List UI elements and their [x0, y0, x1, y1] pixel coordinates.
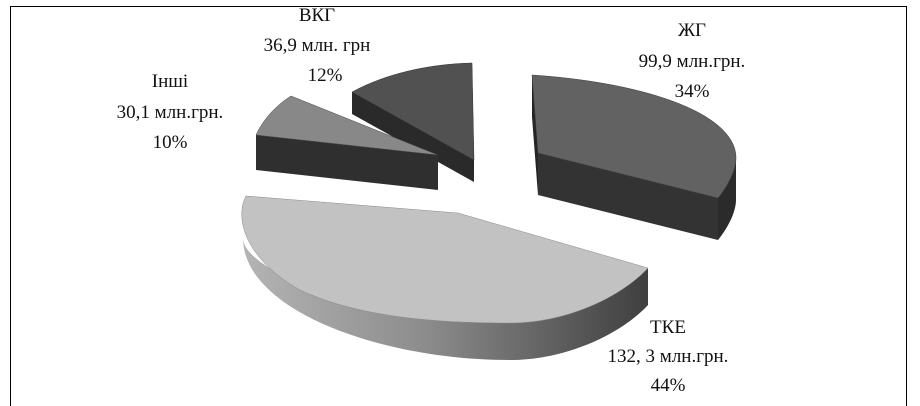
slice-vkg: [351, 62, 475, 182]
label-zhg-value: 99,9 млн.грн.: [639, 51, 746, 72]
label-vkg-name: ВКГ: [299, 5, 335, 26]
label-vkg-percent: 12%: [308, 65, 343, 86]
label-inshi-value: 30,1 млн.грн.: [117, 102, 224, 123]
label-zhg-percent: 34%: [675, 81, 710, 102]
label-tke-value: 132, 3 млн.грн.: [608, 346, 729, 367]
label-zhg: ЖГ 99,9 млн.грн. 34%: [639, 20, 746, 102]
slice-vkg-top: [351, 62, 475, 161]
label-vkg-value: 36,9 млн. грн: [264, 35, 371, 56]
slice-zhg-side: [538, 153, 718, 240]
slice-tke-side: [243, 238, 648, 360]
slice-vkg-side: [352, 92, 474, 182]
slice-zhg: [531, 74, 737, 240]
label-tke-percent: 44%: [651, 375, 686, 396]
slice-inshi: [255, 95, 439, 190]
label-tke: ТКЕ 132, 3 млн.грн. 44%: [608, 317, 729, 396]
slice-zhg-top: [531, 74, 737, 199]
slice-inshi-top: [255, 95, 439, 156]
label-inshi-percent: 10%: [153, 132, 188, 153]
slice-zhg-side-curve: [718, 158, 736, 240]
label-inshi-name: Інші: [152, 71, 188, 92]
slice-zhg-side-left: [532, 75, 538, 195]
slice-labels: ЖГ 99,9 млн.грн. 34% ВКГ 36,9 млн. грн 1…: [117, 5, 746, 396]
slice-tke: [241, 195, 649, 360]
label-zhg-name: ЖГ: [678, 20, 706, 41]
label-inshi: Інші 30,1 млн.грн. 10%: [117, 71, 224, 153]
label-tke-name: ТКЕ: [650, 317, 686, 338]
label-vkg: ВКГ 36,9 млн. грн 12%: [264, 5, 371, 86]
slice-inshi-side: [256, 135, 438, 190]
slice-tke-top: [241, 195, 649, 324]
